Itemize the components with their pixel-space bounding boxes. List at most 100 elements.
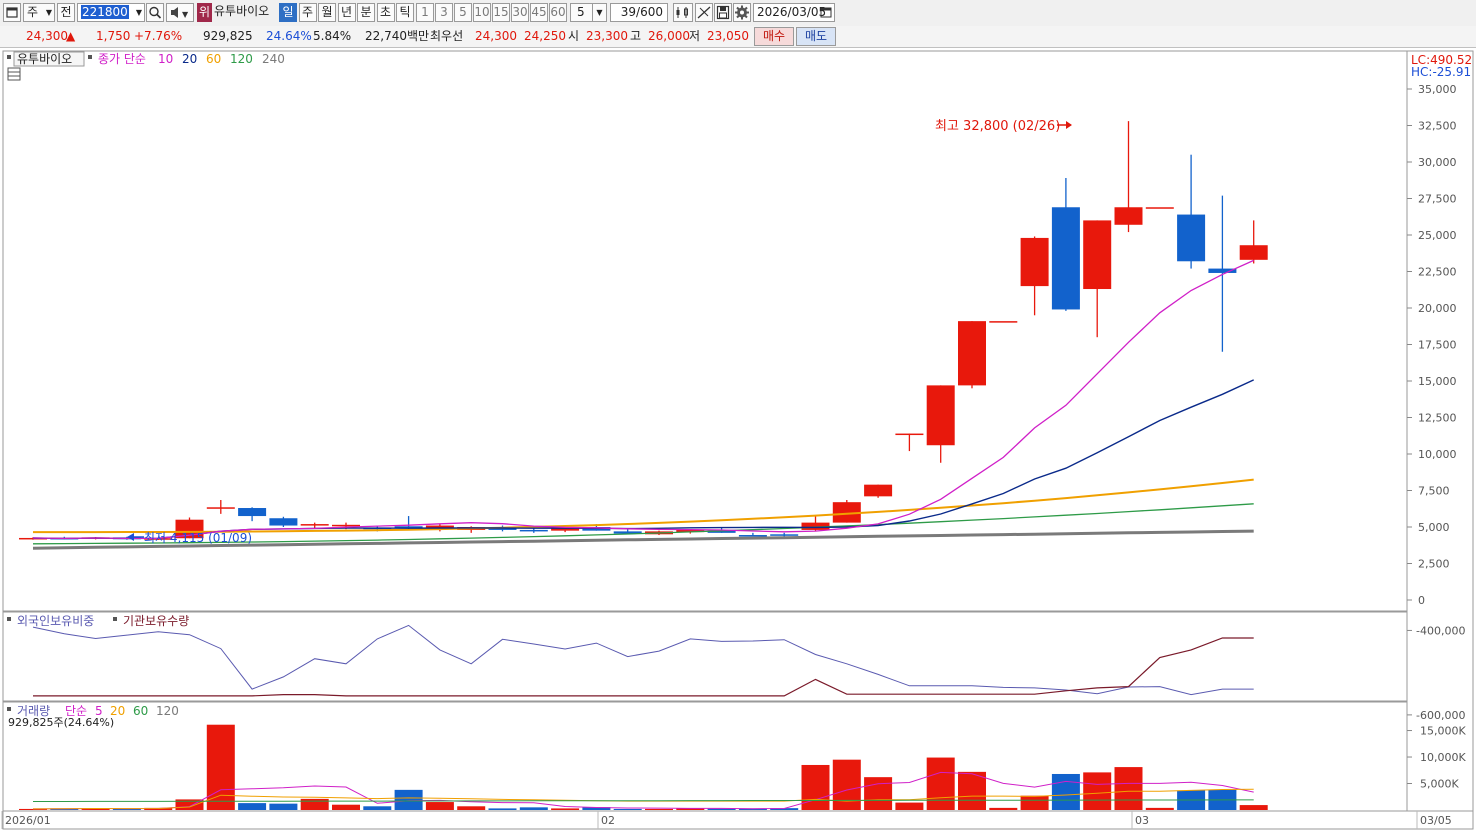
x-tick-label: 2026/01 <box>5 814 51 827</box>
y-tick-label: 10,000K <box>1420 751 1466 764</box>
low-price: 23,050 <box>707 29 749 43</box>
buy-button[interactable]: 매수 <box>754 27 794 46</box>
ma240-line <box>32 529 1254 550</box>
ask-price: 24,300 <box>475 29 517 43</box>
volume-bar <box>1051 773 1080 810</box>
period-tab[interactable]: 초 <box>376 3 395 22</box>
x-tick-label: 03 <box>1135 814 1149 827</box>
y-tick-label: 35,000 <box>1418 83 1457 96</box>
arrow-right-icon <box>1066 121 1072 129</box>
save-icon[interactable] <box>714 3 732 22</box>
legend-handle <box>7 55 11 59</box>
interval-button[interactable]: 10 <box>473 3 491 22</box>
candle-body <box>206 507 235 509</box>
volume-ma-period: 20 <box>110 704 125 718</box>
trade-amount: 22,740백만 <box>365 29 430 43</box>
svg-text:▼: ▼ <box>182 10 189 19</box>
interval-button[interactable]: 1 <box>416 3 434 22</box>
chart-tool-icon[interactable] <box>673 3 693 22</box>
chart-area[interactable]: 35,000 32,500 30,000 27,500 25,000 22,500 20,0… <box>0 48 1476 832</box>
candle-body <box>613 531 642 534</box>
candle-body <box>519 529 548 532</box>
interval-button[interactable]: 60 <box>549 3 567 22</box>
ma-legend-title: 종가 단순 <box>98 52 146 66</box>
high-annotation: 최고 32,800 (02/26) <box>935 119 1060 134</box>
volume-bar <box>457 806 486 810</box>
drawing-tool-icon[interactable] <box>695 3 713 22</box>
volume-bar <box>864 777 893 810</box>
up-arrow-icon: ▲ <box>66 29 76 43</box>
x-axis-panel <box>2 810 1474 830</box>
ma120-line <box>32 503 1254 545</box>
period-tab[interactable]: 틱 <box>396 3 414 22</box>
date-value: 2026/03/05 <box>757 5 827 19</box>
stock-name-box <box>13 51 85 67</box>
warning-badge: 위 <box>197 3 212 22</box>
volume-bar <box>300 798 329 810</box>
volume-value: 929,825 <box>203 29 253 43</box>
volume-ma-period: 60 <box>133 704 148 718</box>
candle-body <box>394 526 423 529</box>
interval-button[interactable]: 15 <box>492 3 510 22</box>
period-tab[interactable]: 년 <box>337 3 356 22</box>
arrow-left-icon <box>127 533 134 541</box>
volume-ma-period: 120 <box>156 704 179 718</box>
interval-button[interactable]: 45 <box>530 3 548 22</box>
period-tab[interactable]: 분 <box>357 3 375 22</box>
gear-icon[interactable] <box>733 3 751 22</box>
volume-bar <box>707 808 736 810</box>
legend-handle <box>88 55 92 59</box>
period-tab[interactable]: 월 <box>318 3 336 22</box>
y-tick-label: 20,000 <box>1418 302 1457 315</box>
market-select[interactable]: 주 ▼ <box>23 3 55 22</box>
volume-bar <box>1083 772 1112 810</box>
window-icon[interactable] <box>3 3 21 22</box>
volume-bar <box>175 799 204 810</box>
volume-bar <box>613 808 642 810</box>
interval-button[interactable]: 3 <box>435 3 453 22</box>
interval-button[interactable]: 5 <box>454 3 472 22</box>
chevron-down-icon[interactable]: ▼ <box>592 3 607 22</box>
volume-bar <box>519 807 548 810</box>
volume-bar <box>238 803 267 810</box>
volume-bar <box>332 804 360 810</box>
y-tick-label: 12,500 <box>1418 412 1457 425</box>
sound-button[interactable]: ▼ <box>166 3 194 22</box>
volume-bar <box>958 771 986 810</box>
y-tick-label: 30,000 <box>1418 156 1457 169</box>
change-percent: +7.76% <box>134 29 183 43</box>
candle-body <box>958 321 986 386</box>
period-tab[interactable]: 주 <box>298 3 317 22</box>
stock-chart[interactable]: 35,000 32,500 30,000 27,500 25,000 22,500 20,0… <box>0 48 1476 832</box>
volume-bar <box>363 806 392 810</box>
candle-body <box>926 385 955 446</box>
date-input[interactable]: 2026/03/05 <box>753 3 835 22</box>
candle-body <box>1114 207 1143 225</box>
candle-body <box>989 321 1018 323</box>
volume-bar <box>676 808 705 810</box>
period-tab[interactable]: 일 <box>279 3 297 22</box>
candle-body <box>1083 220 1112 290</box>
sell-button[interactable]: 매도 <box>796 27 836 46</box>
prev-button[interactable]: 전 <box>57 3 75 22</box>
foreign-legend: 외국인보유비중 <box>17 614 94 628</box>
prev-label: 전 <box>60 5 72 19</box>
x-tick-label: 02 <box>601 814 615 827</box>
stock-code-input[interactable]: 221800 ▼ <box>77 3 145 22</box>
candle-body <box>1020 237 1049 287</box>
y-tick-label: 17,500 <box>1418 339 1457 352</box>
candle-body <box>801 522 830 530</box>
interval-button[interactable]: 30 <box>511 3 529 22</box>
ma-legend-period: 60 <box>206 52 221 66</box>
y-tick-label: 32,500 <box>1418 120 1457 133</box>
y-tick-label: 0 <box>1418 594 1425 607</box>
search-button[interactable] <box>146 3 164 22</box>
candle-body <box>1239 245 1268 260</box>
volume-bar <box>269 803 298 810</box>
chevron-down-icon: ▼ <box>45 8 52 17</box>
volume-ma-title: 단순 <box>65 704 87 718</box>
interval-select-value: 5 <box>577 5 585 19</box>
y-axis-panel <box>1406 50 1474 812</box>
data-count-input[interactable]: 39/600 <box>610 3 668 22</box>
open-label: 시 <box>568 29 580 43</box>
